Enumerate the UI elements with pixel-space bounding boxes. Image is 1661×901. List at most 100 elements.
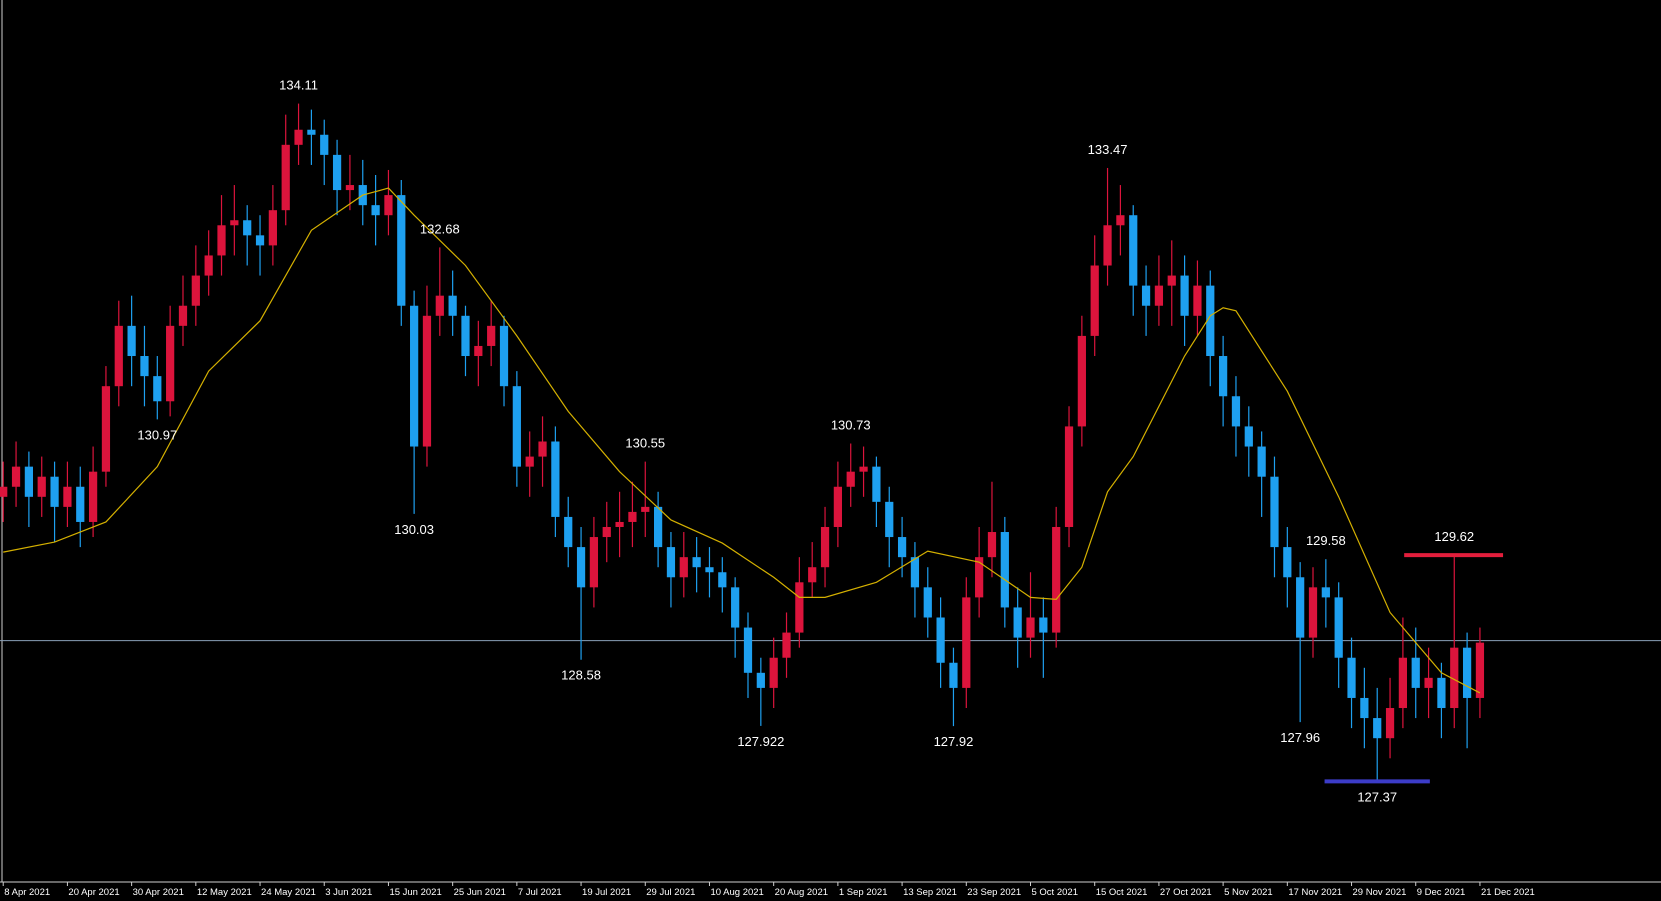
- candle-body: [666, 547, 676, 578]
- price-annotation: 127.92: [934, 734, 974, 749]
- candle-body: [1103, 225, 1112, 266]
- candle-body: [178, 305, 188, 326]
- candle-body: [332, 154, 342, 191]
- candle-body: [101, 386, 111, 472]
- candle-body: [756, 672, 765, 688]
- candle-body: [397, 195, 406, 306]
- candle-body: [1424, 677, 1433, 688]
- candle-body: [1077, 335, 1086, 427]
- candle-body: [410, 305, 419, 447]
- candle-body: [782, 632, 791, 658]
- candle-body: [1244, 426, 1253, 447]
- candle-body: [987, 532, 997, 558]
- candle-body: [1206, 285, 1215, 357]
- x-tick-label: 30 Apr 2021: [133, 887, 184, 898]
- candle-body: [795, 582, 804, 633]
- candle-body: [1141, 285, 1151, 306]
- price-annotation: 133.47: [1088, 142, 1128, 157]
- candle-body: [1052, 526, 1061, 633]
- x-tick-label: 9 Dec 2021: [1417, 887, 1466, 898]
- x-tick-label: 24 May 2021: [261, 887, 316, 898]
- candle-body: [24, 466, 34, 497]
- candle-body: [808, 567, 817, 583]
- price-annotation: 127.96: [1280, 730, 1320, 745]
- candle-body: [63, 486, 72, 507]
- candle-body: [641, 506, 650, 512]
- candle-body: [76, 486, 85, 522]
- candle-body: [910, 557, 920, 588]
- candle-body: [769, 657, 778, 688]
- candle-body: [1000, 532, 1009, 608]
- candle-body: [1283, 547, 1292, 578]
- x-tick-label: 8 Apr 2021: [4, 887, 50, 898]
- candle-body: [255, 235, 265, 246]
- moving-average: [3, 187, 1481, 694]
- candle-body: [975, 557, 984, 598]
- candle-body: [487, 325, 496, 346]
- candle-body: [1154, 285, 1164, 306]
- x-tick-label: 20 Apr 2021: [68, 887, 119, 898]
- candle-body: [602, 526, 611, 538]
- candle-body: [1231, 396, 1241, 427]
- candle-body: [1039, 617, 1048, 633]
- candle-body: [525, 456, 534, 467]
- candle-body: [345, 185, 355, 191]
- price-annotation: 130.73: [831, 418, 871, 433]
- candle-body: [422, 315, 432, 447]
- candle-body: [1129, 215, 1138, 286]
- candle-body: [268, 210, 277, 246]
- candle-body: [320, 134, 329, 155]
- candle-body: [435, 295, 444, 316]
- candle-body: [962, 597, 971, 688]
- candle-body: [679, 557, 688, 578]
- candle-body: [653, 506, 663, 548]
- candle-body: [499, 325, 509, 387]
- candle-body: [1116, 215, 1125, 226]
- candle-body: [384, 195, 393, 216]
- candle-body: [281, 144, 290, 211]
- price-annotation: 127.37: [1357, 789, 1397, 804]
- candle-body: [1026, 617, 1035, 638]
- candle-body: [615, 521, 624, 527]
- price-annotation: 130.03: [394, 522, 434, 537]
- candle-body: [114, 325, 123, 387]
- x-tick-label: 29 Jul 2021: [646, 887, 695, 898]
- candle-body: [692, 557, 701, 568]
- x-tick-label: 20 Aug 2021: [775, 887, 828, 898]
- candle-body: [153, 376, 162, 402]
- candle-body: [1193, 285, 1202, 316]
- x-tick-label: 19 Jul 2021: [582, 887, 631, 898]
- candle-body: [1296, 577, 1305, 638]
- price-annotation: 130.55: [625, 436, 665, 451]
- price-annotation: 130.97: [137, 427, 177, 442]
- candle-body: [1013, 607, 1022, 638]
- x-tick-label: 3 Jun 2021: [325, 887, 372, 898]
- candle-body: [217, 225, 226, 256]
- candle-body: [191, 275, 200, 306]
- candle-body: [923, 587, 932, 618]
- x-tick-label: 7 Jul 2021: [518, 887, 562, 898]
- candle-body: [204, 255, 213, 276]
- price-annotation: 132.68: [420, 221, 460, 236]
- x-tick-label: 17 Nov 2021: [1288, 887, 1342, 898]
- candle-body: [243, 220, 252, 236]
- x-tick-label: 27 Oct 2021: [1160, 887, 1212, 898]
- candle-body: [551, 441, 560, 517]
- candle-body: [37, 476, 46, 497]
- candle-body: [166, 325, 175, 402]
- candle-body: [1450, 647, 1459, 709]
- candle-body: [1321, 587, 1330, 598]
- candle-body: [1308, 587, 1318, 638]
- x-tick-label: 12 May 2021: [197, 887, 252, 898]
- candle-body: [1090, 265, 1099, 336]
- candle-body: [1270, 476, 1279, 548]
- x-tick-label: 10 Aug 2021: [710, 887, 763, 898]
- candle-body: [1334, 597, 1343, 658]
- candle-body: [1437, 677, 1446, 709]
- candle-body: [846, 471, 855, 487]
- candle-body: [885, 501, 894, 538]
- candle-body: [564, 516, 573, 548]
